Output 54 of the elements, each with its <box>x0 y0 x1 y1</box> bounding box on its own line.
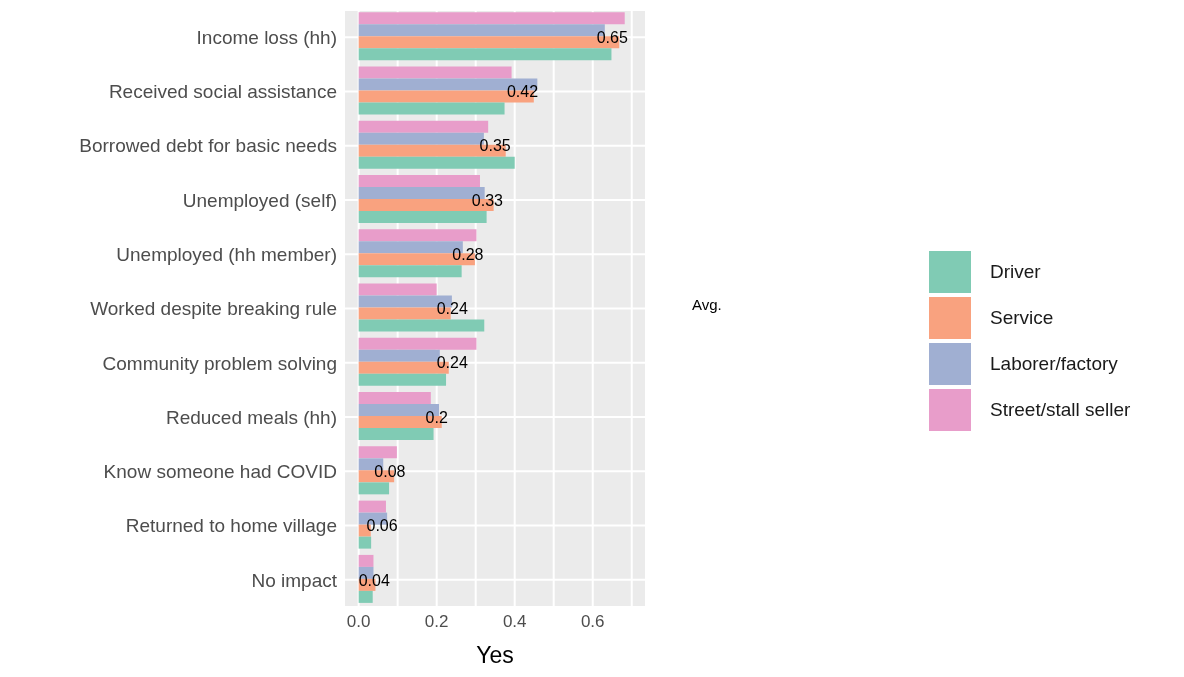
y-tick-label: Borrowed debt for basic needs <box>79 135 337 157</box>
x-tick-label: 0.0 <box>346 612 371 632</box>
bar <box>358 337 477 350</box>
y-tick-label: No impact <box>251 569 338 591</box>
y-tick-label: Community problem solving <box>102 352 337 374</box>
y-tick-label: Know someone had COVID <box>103 461 337 483</box>
annotation: 0.42 <box>506 83 539 101</box>
bar <box>358 373 447 386</box>
legend-label: Service <box>990 306 1054 329</box>
bar <box>358 590 373 603</box>
bar <box>358 536 372 549</box>
annotation: 0.65 <box>596 28 628 46</box>
annotation: 0.06 <box>366 517 398 535</box>
annotation: 0.2 <box>425 408 448 426</box>
bar <box>358 482 390 495</box>
text: Avg. <box>692 296 722 313</box>
bar <box>358 283 437 296</box>
annotation: 0.08 <box>374 463 406 480</box>
annotation: 0.24 <box>436 300 468 318</box>
bar <box>358 12 625 25</box>
y-tick-label: Income loss (hh) <box>196 26 337 48</box>
bar <box>358 120 489 133</box>
bar <box>358 428 434 441</box>
bar <box>358 48 612 61</box>
y-tick-label: Received social assistance <box>108 81 337 103</box>
y-tick-label: Unemployed (self) <box>182 189 337 211</box>
y-tick-label: Unemployed (hh member) <box>116 243 337 265</box>
bar <box>358 446 397 459</box>
legend-label: Driver <box>990 260 1041 283</box>
y-tick-label: Returned to home village <box>125 515 337 537</box>
bar <box>358 265 462 278</box>
bar <box>358 392 431 405</box>
legend-label: Street/stall seller <box>990 398 1131 421</box>
x-axis-title: Yes <box>476 642 514 668</box>
bar <box>358 66 512 79</box>
annotation: 0.28 <box>452 245 484 263</box>
annotation: 0.24 <box>436 354 468 372</box>
x-tick-label: 0.2 <box>424 612 449 632</box>
annotation: 0.35 <box>479 137 511 155</box>
x-tick-label: 0.6 <box>580 612 605 632</box>
bar <box>358 210 487 223</box>
bar <box>358 554 374 567</box>
x-tick-label: 0.4 <box>502 612 527 632</box>
bar <box>358 174 480 187</box>
bar <box>358 102 505 115</box>
annotation: 0.33 <box>471 191 504 209</box>
bar <box>358 500 386 513</box>
y-tick-label: Worked despite breaking rule <box>90 298 337 320</box>
y-tick-label: Reduced meals (hh) <box>165 406 337 428</box>
annotation: 0.04 <box>358 571 390 589</box>
bar <box>358 319 485 332</box>
bar <box>358 229 477 242</box>
bar <box>358 156 515 169</box>
legend-label: Laborer/factory <box>990 352 1118 375</box>
